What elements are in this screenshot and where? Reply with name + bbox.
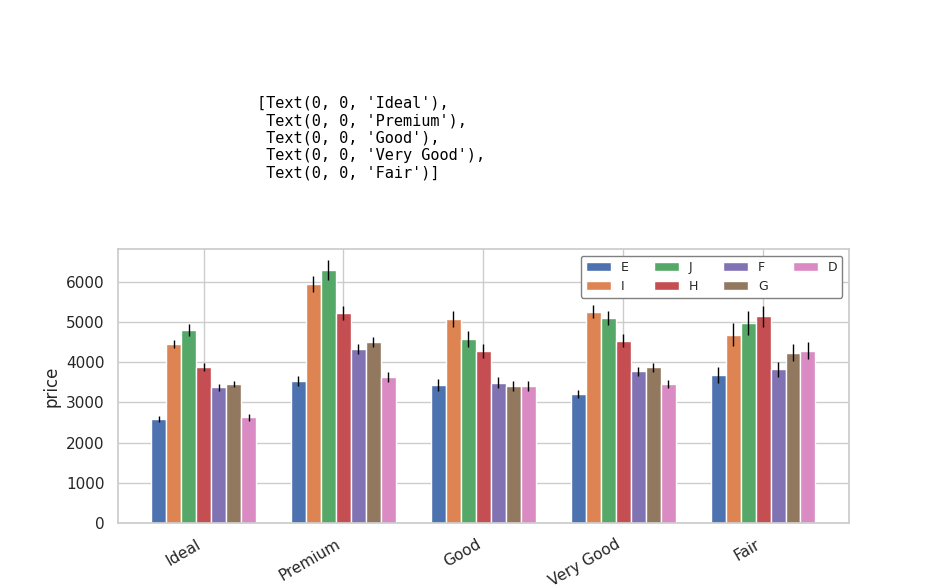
Bar [306, 284, 321, 523]
Text: [Text(0, 0, 'Ideal'),
 Text(0, 0, 'Premium'),
 Text(0, 0, 'Good'),
 Text(0, 0, ': [Text(0, 0, 'Ideal'), Text(0, 0, 'Premiu… [256, 96, 485, 181]
Bar [381, 377, 396, 523]
Bar [241, 417, 256, 523]
Legend: E, I, J, H, F, G, D: E, I, J, H, F, G, D [581, 256, 842, 298]
Bar [166, 344, 181, 523]
Bar [321, 270, 336, 523]
Y-axis label: price: price [42, 366, 60, 407]
Bar [755, 316, 770, 523]
Bar [740, 323, 755, 523]
Bar [661, 383, 675, 523]
Bar [725, 335, 740, 523]
Bar [461, 339, 476, 523]
Bar [586, 312, 601, 523]
Bar [801, 350, 816, 523]
Bar [226, 384, 241, 523]
Bar [336, 313, 351, 523]
Bar [505, 386, 521, 523]
Bar [151, 419, 166, 523]
Bar [431, 385, 446, 523]
Bar [646, 368, 661, 523]
Bar [211, 387, 226, 523]
Bar [351, 349, 366, 523]
Bar [571, 394, 586, 523]
Bar [631, 371, 646, 523]
Bar [616, 340, 631, 523]
Bar [770, 369, 786, 523]
Bar [476, 351, 490, 523]
Bar [446, 319, 461, 523]
Bar [786, 353, 801, 523]
Bar [181, 330, 196, 523]
Bar [196, 367, 211, 523]
Bar [711, 375, 725, 523]
Bar [521, 386, 536, 523]
Bar [601, 318, 616, 523]
Bar [366, 342, 381, 523]
Bar [490, 383, 505, 523]
Bar [291, 381, 306, 523]
